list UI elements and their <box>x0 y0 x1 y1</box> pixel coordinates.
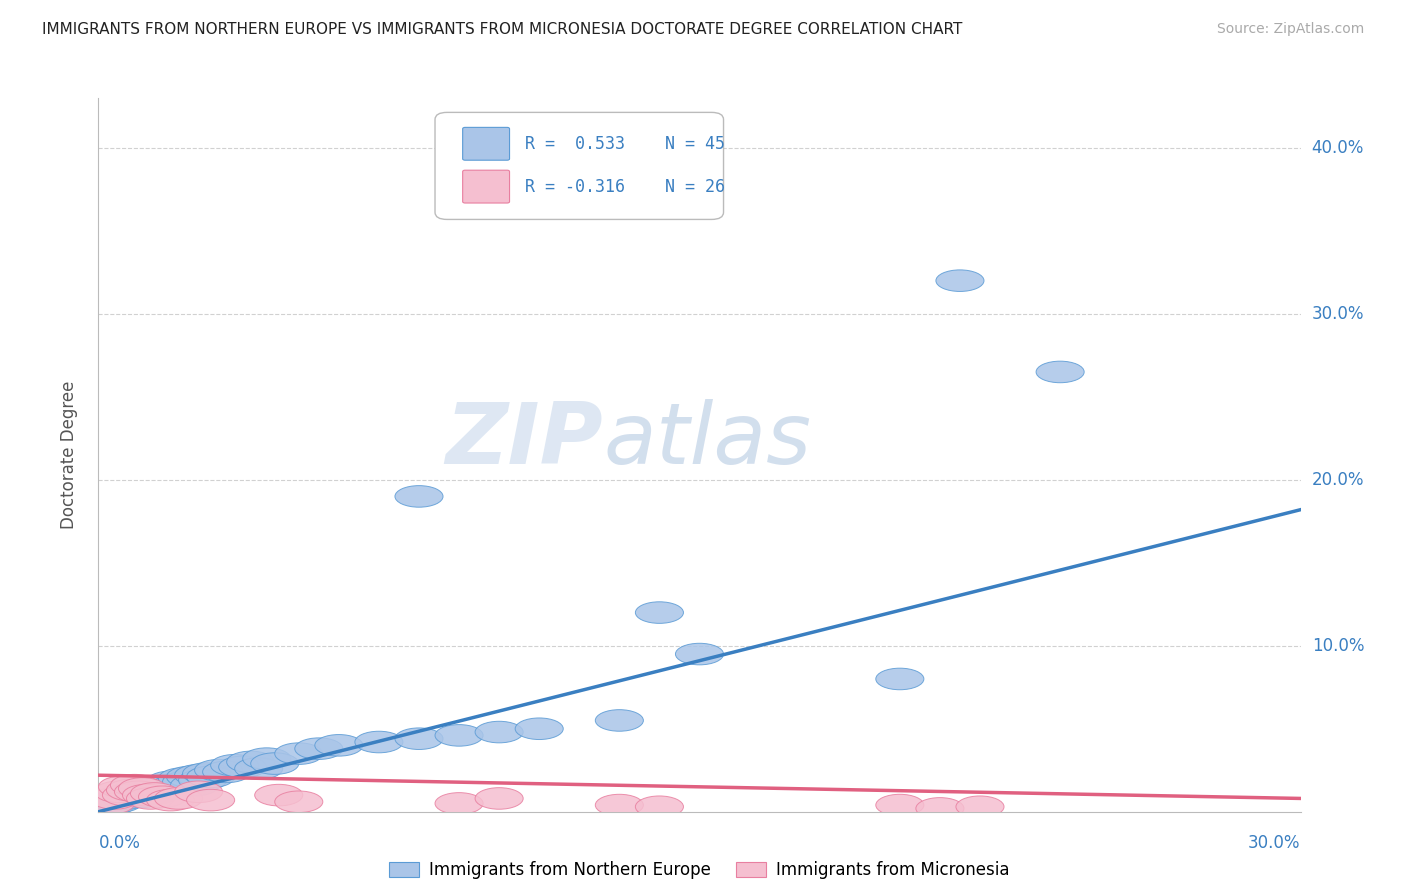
Ellipse shape <box>194 759 243 781</box>
Text: R = -0.316    N = 26: R = -0.316 N = 26 <box>526 178 725 195</box>
Y-axis label: Doctorate Degree: Doctorate Degree <box>59 381 77 529</box>
Ellipse shape <box>131 782 179 805</box>
Ellipse shape <box>936 270 984 292</box>
Ellipse shape <box>107 780 155 801</box>
Ellipse shape <box>595 710 644 731</box>
Ellipse shape <box>226 751 274 772</box>
Text: ZIP: ZIP <box>446 399 603 483</box>
Ellipse shape <box>114 781 163 803</box>
Ellipse shape <box>146 771 194 793</box>
Ellipse shape <box>595 794 644 816</box>
Ellipse shape <box>86 794 135 816</box>
FancyBboxPatch shape <box>463 170 509 203</box>
Ellipse shape <box>202 761 250 782</box>
FancyBboxPatch shape <box>434 112 724 219</box>
Ellipse shape <box>86 793 135 814</box>
Ellipse shape <box>94 791 142 813</box>
Ellipse shape <box>243 747 291 770</box>
Ellipse shape <box>94 781 142 803</box>
Ellipse shape <box>170 774 219 796</box>
Ellipse shape <box>211 755 259 776</box>
Ellipse shape <box>166 766 215 788</box>
Ellipse shape <box>354 731 404 753</box>
Text: 10.0%: 10.0% <box>1312 637 1364 655</box>
Ellipse shape <box>183 763 231 784</box>
Ellipse shape <box>139 786 187 807</box>
Ellipse shape <box>90 788 139 809</box>
Ellipse shape <box>274 791 323 813</box>
Text: R =  0.533    N = 45: R = 0.533 N = 45 <box>526 135 725 153</box>
Ellipse shape <box>163 771 211 793</box>
Ellipse shape <box>174 764 222 786</box>
Ellipse shape <box>254 784 302 805</box>
Text: 0.0%: 0.0% <box>98 834 141 852</box>
Ellipse shape <box>159 768 207 789</box>
Ellipse shape <box>675 643 724 665</box>
Ellipse shape <box>219 756 267 778</box>
Ellipse shape <box>187 766 235 788</box>
Ellipse shape <box>187 789 235 811</box>
Ellipse shape <box>98 776 146 797</box>
Ellipse shape <box>131 782 179 805</box>
Text: 20.0%: 20.0% <box>1312 471 1364 489</box>
Ellipse shape <box>103 784 150 805</box>
Ellipse shape <box>107 784 155 805</box>
Ellipse shape <box>127 780 174 801</box>
Ellipse shape <box>434 724 484 747</box>
Ellipse shape <box>1036 361 1084 383</box>
Text: 30.0%: 30.0% <box>1249 834 1301 852</box>
Ellipse shape <box>235 758 283 780</box>
Ellipse shape <box>515 718 564 739</box>
Ellipse shape <box>174 781 222 803</box>
Ellipse shape <box>315 734 363 756</box>
Legend: Immigrants from Northern Europe, Immigrants from Micronesia: Immigrants from Northern Europe, Immigra… <box>382 855 1017 886</box>
Ellipse shape <box>114 781 163 803</box>
Text: 40.0%: 40.0% <box>1312 139 1364 157</box>
Ellipse shape <box>179 770 226 791</box>
Ellipse shape <box>395 485 443 508</box>
Ellipse shape <box>395 728 443 749</box>
Text: IMMIGRANTS FROM NORTHERN EUROPE VS IMMIGRANTS FROM MICRONESIA DOCTORATE DEGREE C: IMMIGRANTS FROM NORTHERN EUROPE VS IMMIG… <box>42 22 963 37</box>
Ellipse shape <box>876 668 924 690</box>
Ellipse shape <box>118 778 166 799</box>
Ellipse shape <box>475 788 523 809</box>
Ellipse shape <box>150 778 198 799</box>
Ellipse shape <box>118 786 166 807</box>
Ellipse shape <box>127 788 174 809</box>
Ellipse shape <box>155 772 202 794</box>
Ellipse shape <box>142 774 191 796</box>
Ellipse shape <box>475 722 523 743</box>
Ellipse shape <box>135 776 183 797</box>
Ellipse shape <box>103 788 150 809</box>
Ellipse shape <box>295 738 343 759</box>
Ellipse shape <box>122 784 170 805</box>
Ellipse shape <box>250 753 298 774</box>
Ellipse shape <box>956 796 1004 818</box>
Ellipse shape <box>915 797 965 819</box>
Ellipse shape <box>636 796 683 818</box>
Ellipse shape <box>146 789 194 811</box>
Text: Source: ZipAtlas.com: Source: ZipAtlas.com <box>1216 22 1364 37</box>
Text: 30.0%: 30.0% <box>1312 305 1364 323</box>
Ellipse shape <box>434 793 484 814</box>
Ellipse shape <box>274 743 323 764</box>
Ellipse shape <box>636 602 683 624</box>
FancyBboxPatch shape <box>463 128 509 161</box>
Ellipse shape <box>155 788 202 809</box>
Ellipse shape <box>139 780 187 801</box>
Ellipse shape <box>111 774 159 796</box>
Text: atlas: atlas <box>603 399 811 483</box>
Ellipse shape <box>876 794 924 816</box>
